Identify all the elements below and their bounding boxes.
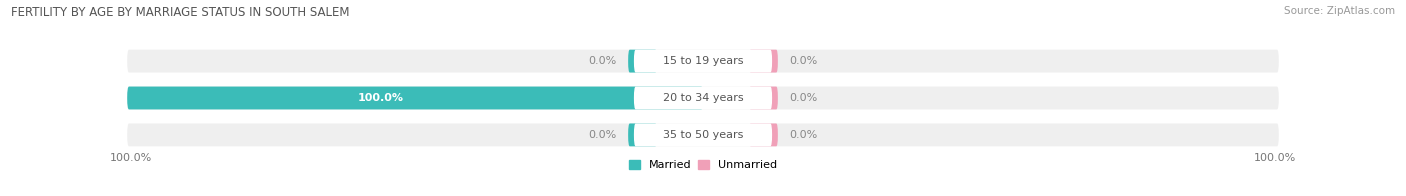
Text: 100.0%: 100.0% (1254, 153, 1296, 163)
Text: 15 to 19 years: 15 to 19 years (662, 56, 744, 66)
Text: 0.0%: 0.0% (789, 56, 818, 66)
FancyBboxPatch shape (634, 123, 772, 146)
FancyBboxPatch shape (127, 50, 1279, 73)
Text: 20 to 34 years: 20 to 34 years (662, 93, 744, 103)
Text: FERTILITY BY AGE BY MARRIAGE STATUS IN SOUTH SALEM: FERTILITY BY AGE BY MARRIAGE STATUS IN S… (11, 6, 350, 19)
Legend: Married, Unmarried: Married, Unmarried (628, 160, 778, 170)
FancyBboxPatch shape (749, 123, 778, 146)
Text: 100.0%: 100.0% (110, 153, 152, 163)
FancyBboxPatch shape (628, 50, 657, 73)
FancyBboxPatch shape (749, 87, 778, 109)
Text: 0.0%: 0.0% (789, 130, 818, 140)
Text: 35 to 50 years: 35 to 50 years (662, 130, 744, 140)
FancyBboxPatch shape (634, 50, 772, 73)
Text: 0.0%: 0.0% (588, 56, 617, 66)
FancyBboxPatch shape (628, 123, 657, 146)
FancyBboxPatch shape (127, 87, 703, 109)
Text: 0.0%: 0.0% (588, 130, 617, 140)
Text: 0.0%: 0.0% (789, 93, 818, 103)
FancyBboxPatch shape (749, 50, 778, 73)
Text: Source: ZipAtlas.com: Source: ZipAtlas.com (1284, 6, 1395, 16)
Text: 100.0%: 100.0% (357, 93, 404, 103)
FancyBboxPatch shape (127, 123, 1279, 146)
FancyBboxPatch shape (634, 87, 772, 109)
FancyBboxPatch shape (127, 87, 1279, 109)
